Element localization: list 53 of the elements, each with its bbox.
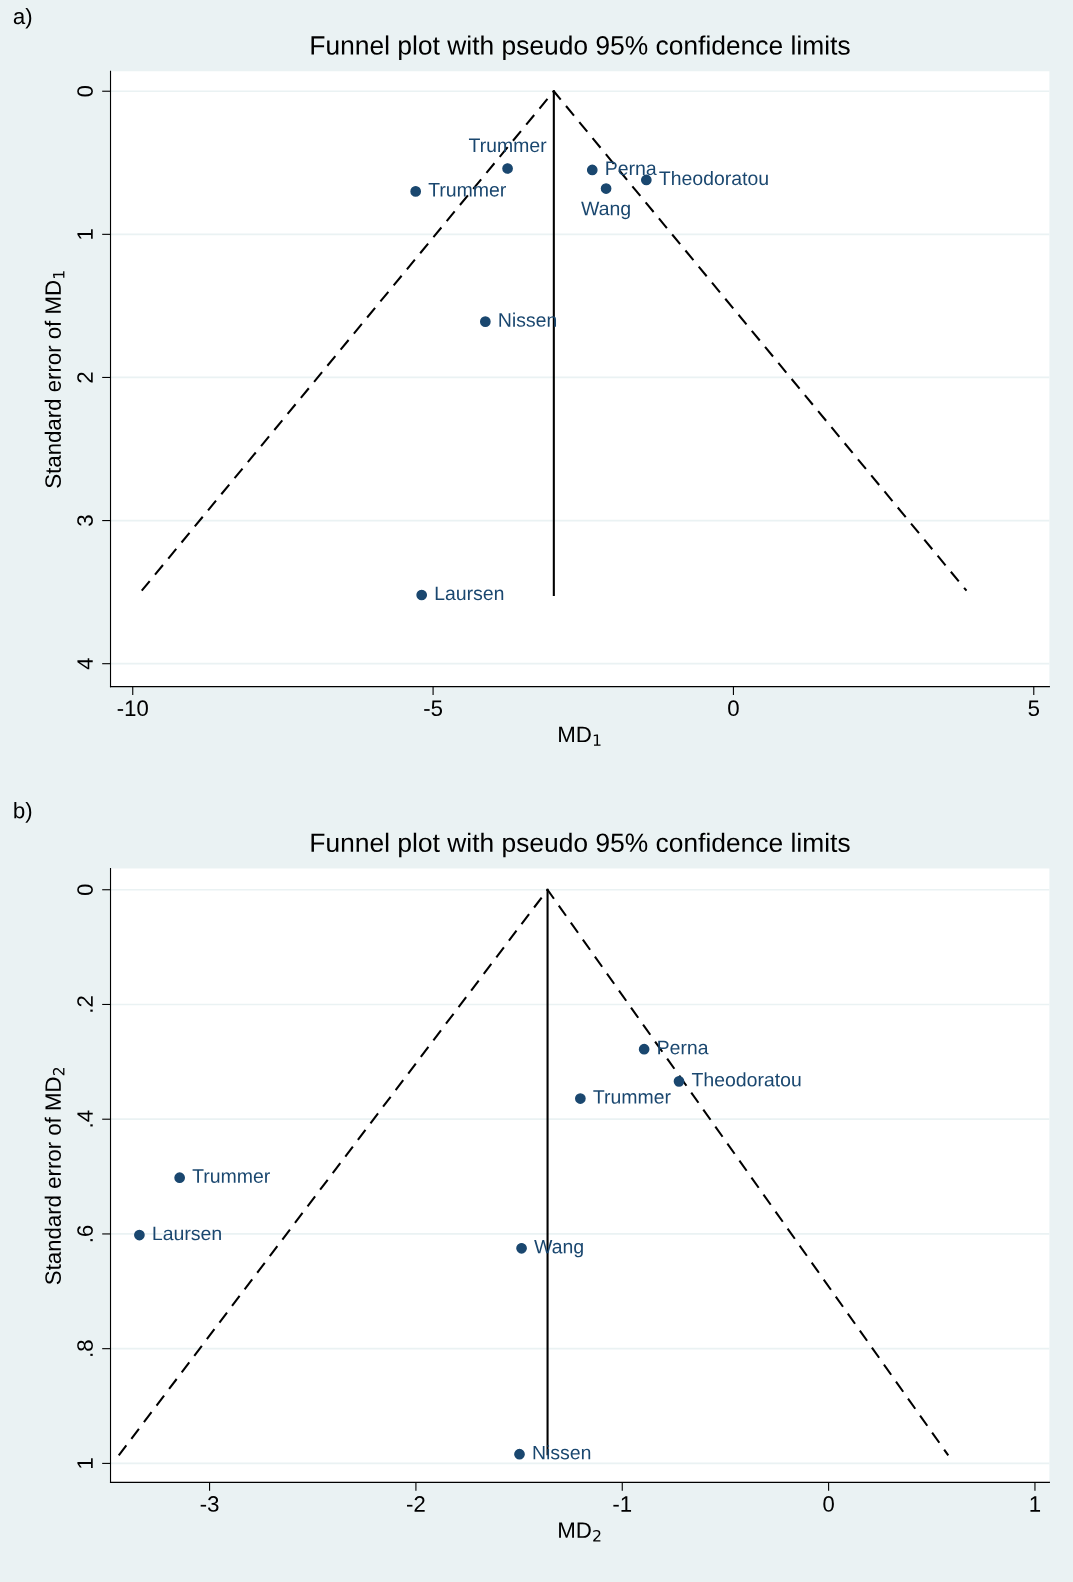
x-tick-label: 1 (1030, 1496, 1041, 1512)
x-tick-label: 0 (728, 700, 739, 717)
x-tick-label: 5 (1028, 700, 1040, 717)
point (586, 164, 598, 176)
point (516, 1242, 527, 1254)
point (600, 183, 612, 194)
y-tick-label: .2 (77, 996, 93, 1012)
x-axis-title: MD$_{1}$ (559, 726, 601, 746)
annotation: Perna (658, 1040, 709, 1055)
annotation: Trummer (192, 1169, 270, 1183)
text: b) (14, 802, 32, 823)
chart-title: Funnel plot with pseudo 95% confidence limits (311, 35, 850, 60)
y-axis-title: Standard error of MD$_{1}$ (44, 271, 65, 488)
y-tick-label: 3 (77, 515, 93, 526)
y-tick-label: 0 (77, 884, 93, 896)
y-tick-label: 1 (77, 1458, 93, 1468)
annotation: Wang (581, 201, 630, 220)
point (673, 1075, 685, 1087)
y-tick-label: .6 (77, 1225, 93, 1242)
annotation: Nissen (533, 1445, 591, 1460)
x-tick-label: -5 (424, 700, 443, 717)
annotation: Trummer (468, 138, 547, 153)
point (174, 1172, 185, 1184)
text: a) (13, 7, 32, 29)
chart-title: Funnel plot with pseudo 95% confidence limits (311, 832, 850, 858)
point (575, 1093, 586, 1104)
point (410, 186, 422, 197)
point (502, 163, 513, 174)
x-tick-label: -3 (200, 1496, 219, 1512)
y-tick-label: .8 (77, 1340, 93, 1356)
y-tick-label: 0 (77, 85, 93, 97)
annotation: Trummer (428, 183, 506, 197)
point (416, 589, 428, 601)
annotation: Laursen (435, 586, 504, 601)
y-tick-label: 2 (77, 372, 93, 383)
y-tick-label: 4 (77, 658, 93, 670)
annotation: Trummer (593, 1090, 671, 1104)
annotation: Perna (606, 161, 657, 176)
y-axis-title: Standard error of MD$_{2}$ (44, 1067, 65, 1285)
point (514, 1448, 525, 1460)
x-tick-label: 0 (823, 1496, 834, 1512)
x-tick-label: -10 (117, 700, 148, 717)
y-tick-label: .4 (77, 1110, 93, 1127)
y-tick-label: 1 (77, 229, 93, 239)
annotation: Laursen (153, 1226, 221, 1241)
x-axis-title: MD$_{2}$ (559, 1522, 601, 1542)
x-tick-label: -2 (407, 1496, 425, 1512)
point (638, 1043, 650, 1055)
x-tick-label: -1 (613, 1496, 632, 1512)
annotation: Theodoratou (659, 170, 768, 186)
point (134, 1229, 145, 1241)
point (479, 316, 491, 327)
annotation: Theodoratou (691, 1072, 801, 1087)
